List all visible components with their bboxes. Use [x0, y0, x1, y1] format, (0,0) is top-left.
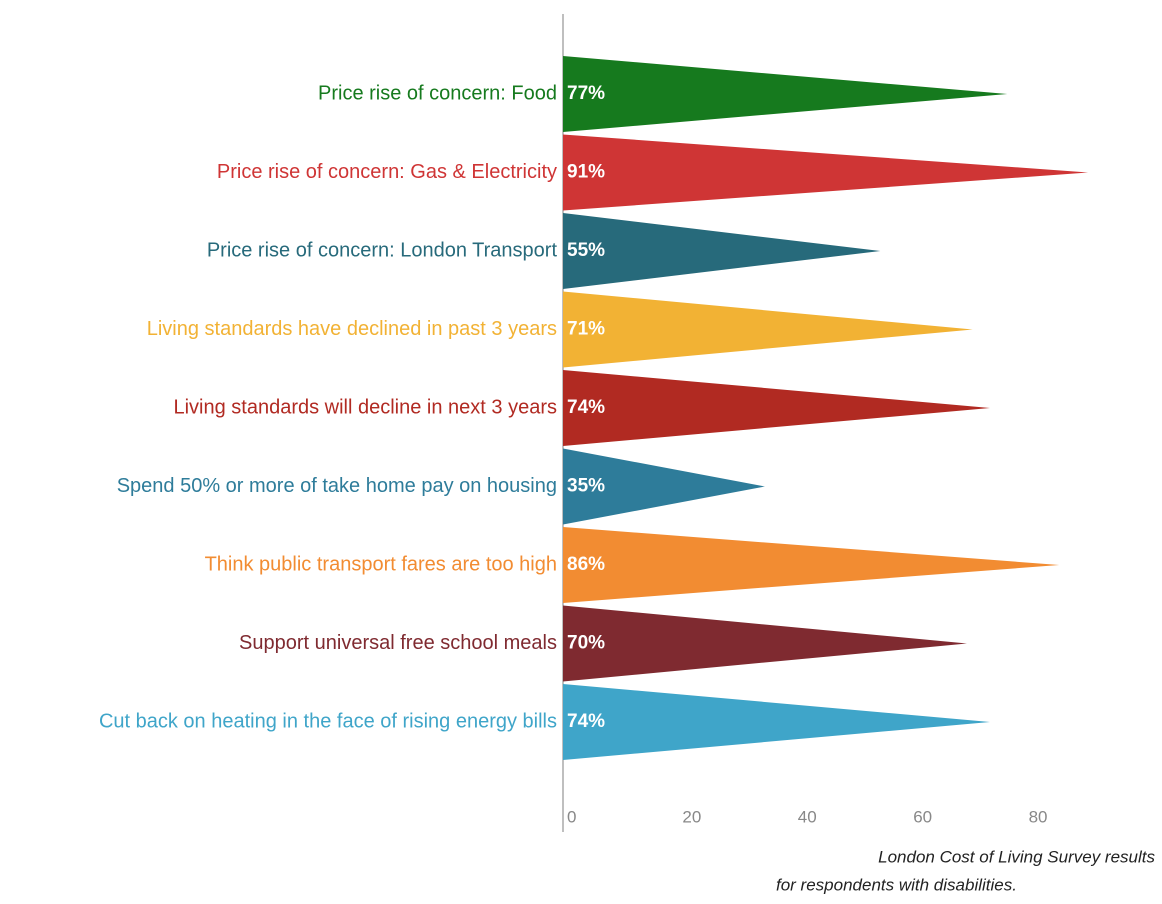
- bar: [563, 134, 1089, 211]
- category-label: Price rise of concern: London Transport: [207, 239, 558, 261]
- category-label: Spend 50% or more of take home pay on ho…: [117, 475, 557, 497]
- bar: [563, 684, 990, 760]
- bar: [563, 605, 967, 682]
- value-label: 77%: [567, 83, 605, 104]
- category-label: Price rise of concern: Food: [318, 82, 557, 104]
- x-tick-label: 0: [567, 807, 576, 826]
- category-label: Support universal free school meals: [239, 632, 557, 654]
- bar: [563, 291, 973, 368]
- value-label: 74%: [567, 711, 605, 732]
- bar: [563, 56, 1008, 132]
- caption: London Cost of Living Survey results: [878, 847, 1155, 866]
- value-label: 55%: [567, 240, 605, 261]
- category-label: Living standards have declined in past 3…: [147, 318, 557, 340]
- category-label: Cut back on heating in the face of risin…: [99, 710, 557, 732]
- value-label: 74%: [567, 397, 605, 418]
- bar: [563, 213, 881, 289]
- x-tick-label: 40: [798, 807, 817, 826]
- value-label: 86%: [567, 554, 605, 575]
- category-label: Think public transport fares are too hig…: [205, 553, 557, 575]
- bar: [563, 527, 1060, 603]
- caption: for respondents with disabilities.: [776, 875, 1017, 894]
- x-tick-label: 20: [682, 807, 701, 826]
- x-tick-label: 60: [913, 807, 932, 826]
- value-label: 71%: [567, 319, 605, 340]
- value-label: 35%: [567, 476, 605, 497]
- category-label: Price rise of concern: Gas & Electricity: [217, 161, 557, 183]
- value-label: 70%: [567, 633, 605, 654]
- bar: [563, 370, 990, 446]
- category-label: Living standards will decline in next 3 …: [173, 396, 557, 418]
- x-tick-label: 80: [1029, 807, 1048, 826]
- bar: [563, 448, 765, 525]
- value-label: 91%: [567, 162, 605, 183]
